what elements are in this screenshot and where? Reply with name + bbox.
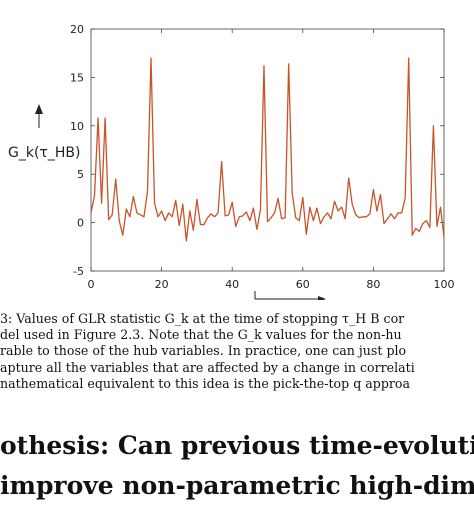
series-layer — [90, 57, 445, 242]
caption-line: nathematical equivalent to this idea is … — [0, 375, 410, 391]
x-tick-label: 100 — [434, 278, 455, 291]
heading-line: improve non-parametric high-dimension — [0, 471, 474, 500]
figure-caption: 3: Values of GLR statistic G_k at the ti… — [0, 311, 474, 392]
caption-line: 3: Values of GLR statistic G_k at the ti… — [0, 311, 405, 326]
y-tick-label: 15 — [70, 71, 84, 84]
section-heading: othesis: Can previous time-evolution o i… — [0, 426, 474, 506]
y-tick-label: 10 — [70, 120, 84, 133]
x-tick-label: 20 — [155, 278, 169, 291]
x-tick-label: 60 — [296, 278, 310, 291]
plot-area-frame — [90, 28, 445, 272]
x-axis-arrow-group — [254, 291, 326, 300]
y-axis-arrow-head — [35, 104, 43, 114]
x-axis-arrow-head — [318, 296, 326, 300]
series-line-0 — [90, 57, 445, 242]
caption-line: apture all the variables that are affect… — [0, 359, 415, 375]
y-axis-label-group: G_k(τ_HB) — [8, 104, 80, 161]
x-tick-label: 0 — [88, 278, 95, 291]
glr-statistic-figure: 0 20 40 60 80 100 -5 0 5 10 15 20 G_k(τ_HB) — [8, 23, 455, 300]
y-tick-label: 5 — [77, 168, 84, 181]
y-tick-label: -5 — [73, 265, 84, 278]
y-tick-label: 20 — [70, 23, 84, 36]
heading-line: othesis: Can previous time-evolution o — [0, 431, 474, 460]
x-tick-label: 80 — [366, 278, 380, 291]
y-axis-label: G_k(τ_HB) — [8, 145, 80, 161]
caption-line: rable to those of the hub variables. In … — [0, 343, 407, 359]
axis-ticks: 0 20 40 60 80 100 -5 0 5 10 15 20 — [70, 23, 455, 291]
y-tick-label: 0 — [77, 217, 84, 230]
x-tick-label: 40 — [225, 278, 239, 291]
caption-line: del used in Figure 2.3. Note that the G_… — [0, 327, 402, 343]
